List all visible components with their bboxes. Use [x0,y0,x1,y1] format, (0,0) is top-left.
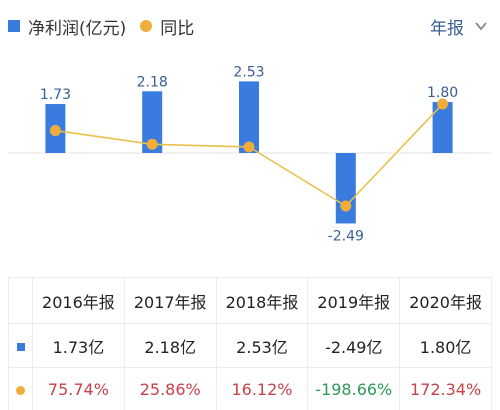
legend-bar-swatch [8,20,20,32]
period-select-label: 年报 [430,18,464,39]
bar-value-label: 1.80 [427,85,458,101]
yoy-point-2020年报 [437,98,449,110]
chart-legend: 净利润(亿元) 同比 [8,14,195,39]
bar-value-label: 2.18 [137,74,168,90]
legend-dot-swatch [140,20,153,32]
table-header-cell: 2018年报 [215,277,309,324]
table-header-cell: 2016年报 [32,277,125,324]
table-header-cell: 2017年报 [123,277,217,324]
bar-marker-icon [16,343,25,351]
profit-chart: 1.73 2.18 2.53 -2.49 1.80 [8,64,492,244]
yoy-point-2016年报 [49,125,61,137]
data-table: 2016年报 2017年报 2018年报 2019年报 2020年报 1.73亿… [8,277,492,410]
table-header-cell: 2019年报 [307,277,401,324]
table-header-row: 2016年报 2017年报 2018年报 2019年报 2020年报 [8,277,492,324]
legend-bar-label: 净利润(亿元) [28,18,127,39]
table-cell-profit: 1.73亿 [32,323,125,368]
table-row-profit: 1.73亿 2.18亿 2.53亿 -2.49亿 1.80亿 [8,323,492,368]
chevron-down-icon [475,22,487,31]
legend-line-label: 同比 [160,18,195,39]
table-cell-yoy: 75.74% [32,367,125,410]
table-cell-profit: -2.49亿 [307,323,401,368]
bar-2019年报 [335,153,356,224]
period-select[interactable]: 年报 [430,12,488,40]
table-header-cell: 2020年报 [399,277,492,324]
table-cell-profit: 2.18亿 [123,323,217,368]
bar-value-label: 2.53 [233,64,264,80]
bar-2018年报 [239,81,259,153]
table-cell-profit: 2.53亿 [215,323,309,368]
table-corner-cell [8,277,33,324]
table-cell-yoy: -198.66% [307,367,401,410]
yoy-point-2017年报 [146,138,158,150]
table-cell-yoy: 16.12% [215,367,309,410]
dot-marker-icon [16,386,25,395]
yoy-point-2018年报 [243,141,255,153]
table-row-marker-cell [8,367,33,410]
bar-value-label: -2.49 [328,228,364,244]
table-cell-yoy: 25.86% [123,367,217,410]
table-row-yoy: 75.74% 25.86% 16.12% -198.66% 172.34% [8,367,492,410]
table-cell-profit: 1.80亿 [399,323,492,368]
bar-value-label: 1.73 [40,87,71,103]
table-row-marker-cell [8,323,33,368]
yoy-point-2019年报 [340,200,352,212]
bar-2020年报 [432,102,453,153]
bar-2017年报 [142,91,163,153]
table-cell-yoy: 172.34% [399,367,492,410]
